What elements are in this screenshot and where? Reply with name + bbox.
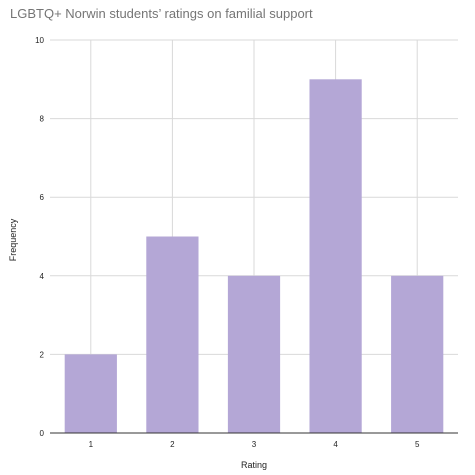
- bar-1: [64, 354, 117, 433]
- y-tick-label: 0: [40, 429, 45, 438]
- y-tick-label: 2: [40, 350, 45, 359]
- y-axis-title: Frequency: [8, 218, 18, 261]
- y-tick-label: 4: [40, 272, 45, 281]
- y-tick-label: 10: [35, 36, 44, 45]
- x-tick-label: 4: [333, 440, 338, 449]
- x-tick-label: 5: [415, 440, 420, 449]
- y-tick-label: 8: [40, 115, 45, 124]
- x-axis-title: Rating: [241, 460, 267, 470]
- bar-2: [146, 236, 199, 433]
- x-tick-label: 3: [252, 440, 257, 449]
- bar-5: [391, 275, 444, 433]
- bar-3: [227, 275, 281, 433]
- x-tick-label: 1: [89, 440, 94, 449]
- x-tick-label: 2: [170, 440, 175, 449]
- bar-4: [309, 79, 362, 434]
- chart-title: LGBTQ+ Norwin students’ ratings on famil…: [10, 6, 313, 21]
- bars: [64, 79, 444, 434]
- y-tick-label: 6: [40, 193, 45, 202]
